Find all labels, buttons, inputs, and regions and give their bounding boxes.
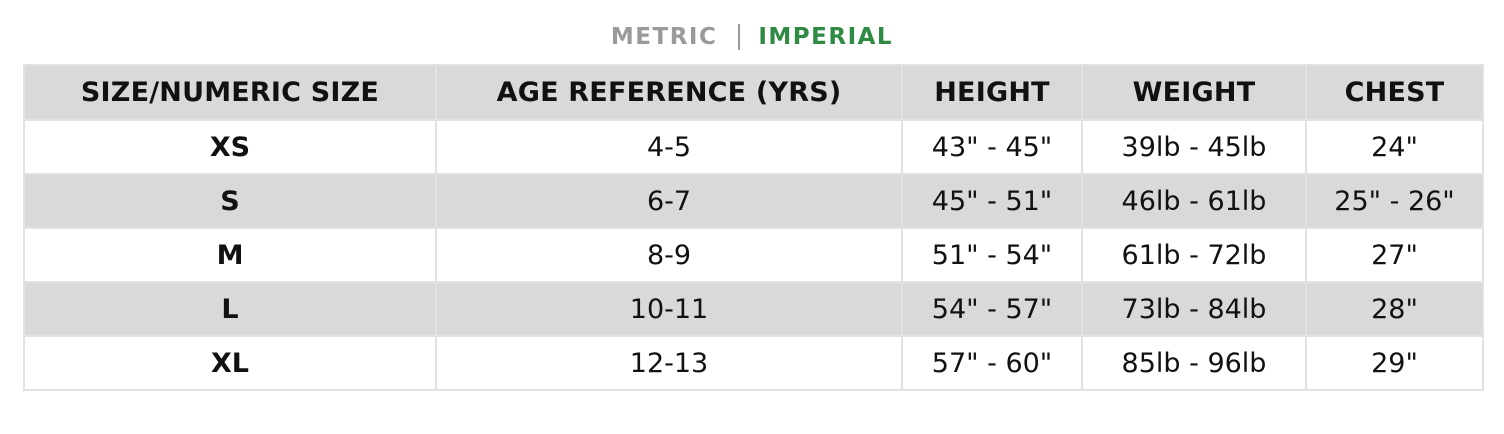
imperial-toggle[interactable]: IMPERIAL <box>758 24 894 50</box>
toggle-divider <box>738 24 741 50</box>
size-chart-table: SIZE/NUMERIC SIZE AGE REFERENCE (YRS) HE… <box>23 64 1484 391</box>
size-cell: S <box>23 173 437 229</box>
chest-cell: 28" <box>1305 281 1484 337</box>
height-cell: 43" - 45" <box>901 119 1083 175</box>
weight-cell: 73lb - 84lb <box>1081 281 1307 337</box>
table-row: XL 12-13 57" - 60" 85lb - 96lb 29" <box>23 335 1484 391</box>
metric-toggle[interactable]: METRIC <box>610 24 718 50</box>
age-cell: 10-11 <box>435 281 903 337</box>
table-row: S 6-7 45" - 51" 46lb - 61lb 25" - 26" <box>23 173 1484 229</box>
table-row: XS 4-5 43" - 45" 39lb - 45lb 24" <box>23 119 1484 175</box>
chest-cell: 29" <box>1305 335 1484 391</box>
weight-cell: 61lb - 72lb <box>1081 227 1307 283</box>
size-cell: L <box>23 281 437 337</box>
age-cell: 6-7 <box>435 173 903 229</box>
chest-cell: 25" - 26" <box>1305 173 1484 229</box>
header-weight: WEIGHT <box>1081 64 1307 121</box>
weight-cell: 85lb - 96lb <box>1081 335 1307 391</box>
weight-cell: 46lb - 61lb <box>1081 173 1307 229</box>
table-row: L 10-11 54" - 57" 73lb - 84lb 28" <box>23 281 1484 337</box>
size-cell: M <box>23 227 437 283</box>
header-height: HEIGHT <box>901 64 1083 121</box>
header-age-reference: AGE REFERENCE (YRS) <box>435 64 903 121</box>
chest-cell: 27" <box>1305 227 1484 283</box>
age-cell: 8-9 <box>435 227 903 283</box>
weight-cell: 39lb - 45lb <box>1081 119 1307 175</box>
unit-toggle: METRIC IMPERIAL <box>0 20 1504 54</box>
size-cell: XS <box>23 119 437 175</box>
size-cell: XL <box>23 335 437 391</box>
table-header-row: SIZE/NUMERIC SIZE AGE REFERENCE (YRS) HE… <box>23 64 1484 121</box>
header-chest: CHEST <box>1305 64 1484 121</box>
height-cell: 45" - 51" <box>901 173 1083 229</box>
table-row: M 8-9 51" - 54" 61lb - 72lb 27" <box>23 227 1484 283</box>
header-size: SIZE/NUMERIC SIZE <box>23 64 437 121</box>
age-cell: 12-13 <box>435 335 903 391</box>
age-cell: 4-5 <box>435 119 903 175</box>
height-cell: 57" - 60" <box>901 335 1083 391</box>
height-cell: 54" - 57" <box>901 281 1083 337</box>
height-cell: 51" - 54" <box>901 227 1083 283</box>
chest-cell: 24" <box>1305 119 1484 175</box>
